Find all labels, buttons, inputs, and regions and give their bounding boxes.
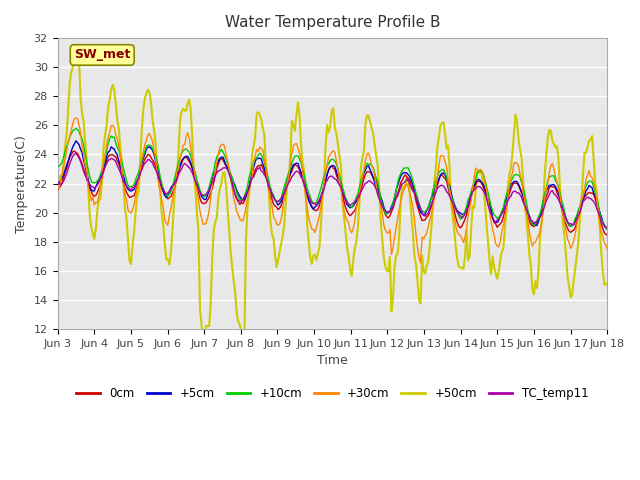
- Legend: 0cm, +5cm, +10cm, +30cm, +50cm, TC_temp11: 0cm, +5cm, +10cm, +30cm, +50cm, TC_temp1…: [72, 382, 593, 405]
- Y-axis label: Temperature(C): Temperature(C): [15, 134, 28, 232]
- Title: Water Temperature Profile B: Water Temperature Profile B: [225, 15, 440, 30]
- Text: SW_met: SW_met: [74, 48, 131, 61]
- X-axis label: Time: Time: [317, 354, 348, 367]
